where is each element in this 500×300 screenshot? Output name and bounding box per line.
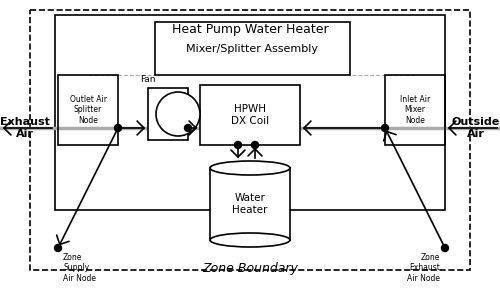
Bar — [385, 75, 445, 145]
Circle shape — [156, 92, 200, 136]
Ellipse shape — [210, 233, 290, 247]
Text: Outlet Air
Splitter
Node: Outlet Air Splitter Node — [70, 95, 106, 125]
Text: Zone
Supply
Air Node: Zone Supply Air Node — [63, 253, 96, 283]
Text: Outside
Air: Outside Air — [452, 117, 500, 139]
Text: Mixer/Splitter Assembly: Mixer/Splitter Assembly — [186, 44, 318, 53]
Text: HPWH
DX Coil: HPWH DX Coil — [231, 104, 269, 126]
Bar — [210, 168, 290, 240]
Text: Exhaust
Air: Exhaust Air — [0, 117, 50, 139]
Circle shape — [442, 244, 448, 251]
Circle shape — [252, 142, 258, 148]
Circle shape — [382, 124, 388, 131]
Text: Water
Heater: Water Heater — [232, 193, 268, 215]
Bar — [58, 75, 118, 145]
Text: Zone
Exhaust
Air Node: Zone Exhaust Air Node — [407, 253, 440, 283]
Text: Inlet Air
Mixer
Node: Inlet Air Mixer Node — [400, 95, 430, 125]
Circle shape — [234, 142, 242, 148]
Circle shape — [114, 124, 121, 131]
Bar — [30, 10, 470, 270]
Bar — [55, 15, 445, 210]
Bar — [148, 88, 188, 140]
Circle shape — [54, 244, 62, 251]
Bar — [200, 85, 300, 145]
Text: Zone Boundary: Zone Boundary — [202, 262, 298, 275]
Ellipse shape — [210, 161, 290, 175]
Bar — [155, 22, 350, 75]
Text: Fan: Fan — [140, 75, 156, 84]
Text: Heat Pump Water Heater: Heat Pump Water Heater — [172, 22, 328, 35]
Circle shape — [184, 124, 192, 131]
